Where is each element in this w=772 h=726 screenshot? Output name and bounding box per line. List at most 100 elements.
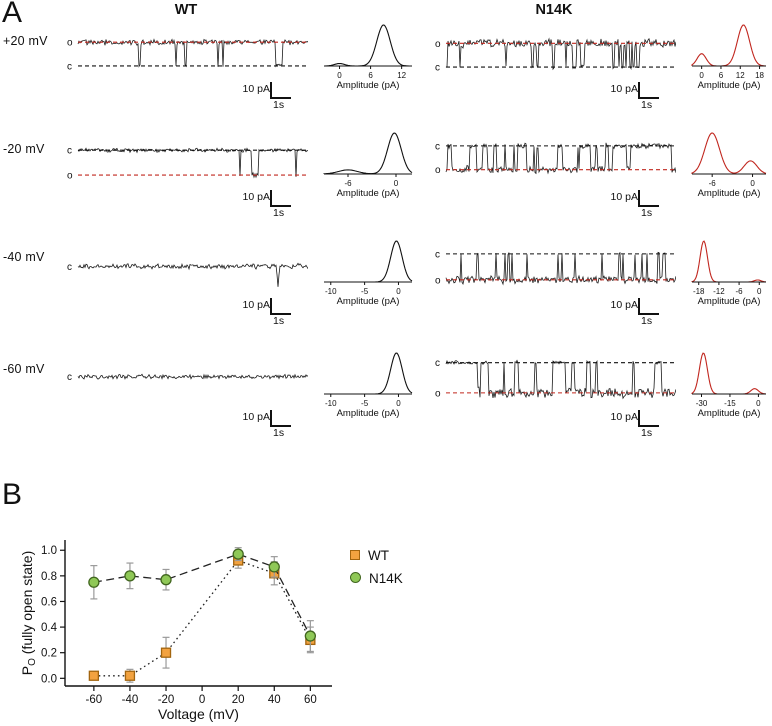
axis-tick-label: -12 <box>713 287 725 296</box>
trace-path <box>445 142 676 175</box>
axis-tick-label: -18 <box>693 287 705 296</box>
scalebar-vertical-line <box>270 298 272 314</box>
x-tick-label: 20 <box>232 694 245 706</box>
trace-block-n14k: o c 10 pA 1s <box>432 26 692 122</box>
y-tick-label: 0.0 <box>41 673 57 685</box>
scale-bar: 10 pA 1s <box>232 190 298 226</box>
scalebar-horizontal-line <box>638 425 659 427</box>
histogram-curve <box>324 24 412 67</box>
x-axis-title: Voltage (mV) <box>158 706 239 722</box>
scalebar-vertical-line <box>638 410 640 426</box>
trace-block-wt: c o 10 pA 1s <box>64 134 324 230</box>
histogram-curve <box>324 352 413 395</box>
scalebar-horizontal-line <box>270 205 291 207</box>
scalebar-time-label: 1s <box>273 99 285 111</box>
trace-path <box>77 38 308 68</box>
scalebar-time-label: 1s <box>273 207 285 219</box>
amplitude-histogram-n14k: -6 0 Amplitude (pA) <box>686 130 772 199</box>
scalebar-time-label: 1s <box>641 99 653 111</box>
amplitude-histogram-n14k: -18 -12 -6 0 Amplitude (pA) <box>686 238 772 307</box>
histogram-curve <box>691 352 766 395</box>
axis-tick-label: -6 <box>709 179 717 188</box>
open-state-label: o <box>435 388 441 399</box>
axis-tick-label: 6 <box>719 71 724 80</box>
scale-bar: 10 pA 1s <box>600 82 666 118</box>
histogram-svg: -30 -15 0 <box>691 352 766 408</box>
histogram-curve <box>691 132 767 174</box>
po-voltage-chart: -60 -40 -20 0 20 40 60 0.0 0.2 0.4 0.6 0.8 1.0 Voltag… <box>19 540 332 722</box>
amplitude-axis-label: Amplitude (pA) <box>697 408 761 419</box>
trace-block-n14k: c o 10 pA 1s <box>432 354 692 450</box>
legend-label-wt: WT <box>368 548 389 563</box>
y-tick-label: 1.0 <box>41 545 57 557</box>
channel-trace-wt: c <box>67 372 308 383</box>
scalebar-current-label: 10 pA <box>242 191 270 203</box>
amplitude-histogram-wt: -10 -5 0 Amplitude (pA) <box>318 350 418 419</box>
histogram-svg: -18 -12 -6 0 <box>691 240 767 296</box>
scalebar-current-label: 10 pA <box>610 191 638 203</box>
amplitude-histogram-n14k: 0 6 12 18 Amplitude (pA) <box>686 22 772 91</box>
scalebar-current-label: 10 pA <box>242 83 270 95</box>
axis-tick-label: 0 <box>394 179 399 188</box>
y-tick-label: 0.8 <box>41 571 57 583</box>
scale-bar: 10 pA 1s <box>232 410 298 446</box>
channel-trace-n14k: co <box>435 249 676 286</box>
y-tick-label: 0.6 <box>41 596 57 608</box>
closed-state-label: c <box>67 146 72 157</box>
series-line-wt <box>93 559 311 677</box>
axis-tick-label: -5 <box>361 287 369 296</box>
histogram-curve <box>324 240 413 283</box>
histogram-svg: -6 0 <box>323 132 413 188</box>
panel-a-label: A <box>2 0 23 29</box>
axis-tick-label: -10 <box>325 399 337 408</box>
scalebar-vertical-line <box>270 82 272 98</box>
axis-tick-label: 0 <box>756 399 761 408</box>
histogram-svg: -10 -5 0 <box>324 352 413 408</box>
axis-tick-label: 12 <box>397 71 406 80</box>
channel-trace-n14k: co <box>435 141 676 176</box>
scalebar-vertical-line <box>638 82 640 98</box>
axis-tick-label: -15 <box>724 399 736 408</box>
scalebar-vertical-line <box>638 298 640 314</box>
scalebar-horizontal-line <box>270 313 291 315</box>
amplitude-axis-label: Amplitude (pA) <box>697 80 761 91</box>
axis-tick-label: -30 <box>696 399 708 408</box>
trace-block-n14k: c o 10 pA 1s <box>432 242 692 338</box>
histogram-curve <box>691 24 767 67</box>
panel-a-row: -60 mV c 10 pA 1s -10 -5 0 Amplitude (pA) c o 10 p… <box>0 346 772 454</box>
x-tick-label: 0 <box>199 694 205 706</box>
axis-tick-label: 0 <box>757 287 762 296</box>
axis-tick-label: -6 <box>344 179 352 188</box>
axis-tick-label: 0 <box>396 287 401 296</box>
scalebar-current-label: 10 pA <box>610 299 638 311</box>
channel-trace-wt: co <box>67 146 308 182</box>
marker-wt <box>124 670 136 681</box>
voltage-label: -20 mV <box>3 142 45 156</box>
y-axis-title: PO (fully open state) <box>20 551 38 676</box>
column-header-n14k: N14K <box>535 2 573 18</box>
y-tick-label: 0.4 <box>41 622 58 634</box>
scale-bar: 10 pA 1s <box>600 298 666 334</box>
scalebar-horizontal-line <box>638 313 659 315</box>
panel-a-row: -20 mV c o 10 pA 1s -6 0 Amplitude (pA) c o 10 pA 1… <box>0 126 772 234</box>
series-line-n14k <box>93 553 311 637</box>
marker-n14k <box>88 576 100 588</box>
scalebar-time-label: 1s <box>273 427 285 439</box>
closed-state-label: c <box>435 63 440 74</box>
scalebar-horizontal-line <box>270 425 291 427</box>
scalebar-current-label: 10 pA <box>242 411 270 423</box>
trace-block-wt: o c 10 pA 1s <box>64 26 324 122</box>
scalebar-time-label: 1s <box>641 427 653 439</box>
scalebar-time-label: 1s <box>641 315 653 327</box>
circle-marker-icon <box>350 571 361 586</box>
x-tick-label: -40 <box>122 694 139 706</box>
marker-wt <box>88 670 100 681</box>
amplitude-axis-label: Amplitude (pA) <box>697 188 761 199</box>
axis-tick-label: 0 <box>396 399 401 408</box>
scalebar-vertical-line <box>270 410 272 426</box>
column-header-wt: WT <box>174 2 198 18</box>
amplitude-axis-label: Amplitude (pA) <box>336 408 400 419</box>
open-state-label: o <box>435 165 441 176</box>
histogram-svg: 0 6 12 <box>324 24 412 80</box>
square-marker-icon <box>350 548 360 563</box>
